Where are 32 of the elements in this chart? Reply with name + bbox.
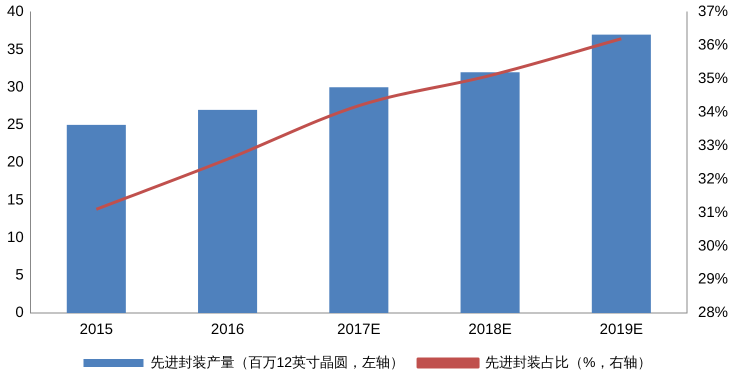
- x-tick-label: 2018E: [468, 321, 512, 338]
- legend-label: 先进封装产量（百万12英寸晶圆，左轴）: [150, 354, 404, 370]
- y-tick-label: 0: [15, 304, 24, 322]
- y-tick-label: 30: [6, 78, 24, 96]
- line-series: [94, 37, 623, 211]
- x-tick-label: 2016: [210, 321, 244, 338]
- y-tick-label: 35: [6, 40, 24, 58]
- x-tick-label: 2015: [80, 321, 113, 338]
- y-tick-label: 10: [6, 228, 24, 246]
- y2-tick-label: 35%: [698, 70, 728, 88]
- y-tick-label: 5: [15, 266, 24, 284]
- y2-tick-label: 32%: [698, 170, 728, 188]
- y-tick-label: 15: [6, 191, 24, 208]
- y2-tick-label: 29%: [698, 270, 728, 288]
- y2-tick-label: 31%: [698, 204, 728, 221]
- y2-tick-label: 28%: [698, 304, 728, 322]
- bar: [329, 87, 388, 313]
- y-tick-label: 40: [6, 3, 24, 20]
- bar: [198, 110, 258, 313]
- y2-tick-label: 36%: [698, 36, 728, 54]
- x-tick-label: 2019E: [600, 321, 644, 338]
- y2-tick-label: 33%: [698, 136, 728, 154]
- y-tick-label: 20: [6, 154, 24, 171]
- bar: [592, 34, 651, 313]
- y2-tick-label: 30%: [698, 237, 728, 254]
- legend-label: 先进封装占比（%，右轴）: [485, 354, 652, 370]
- y2-tick-label: 37%: [698, 3, 728, 20]
- x-tick-label: 2017E: [337, 321, 381, 338]
- bar: [460, 72, 520, 313]
- y-tick-label: 25: [6, 116, 24, 134]
- bar: [66, 124, 126, 313]
- y2-tick-label: 34%: [698, 103, 728, 120]
